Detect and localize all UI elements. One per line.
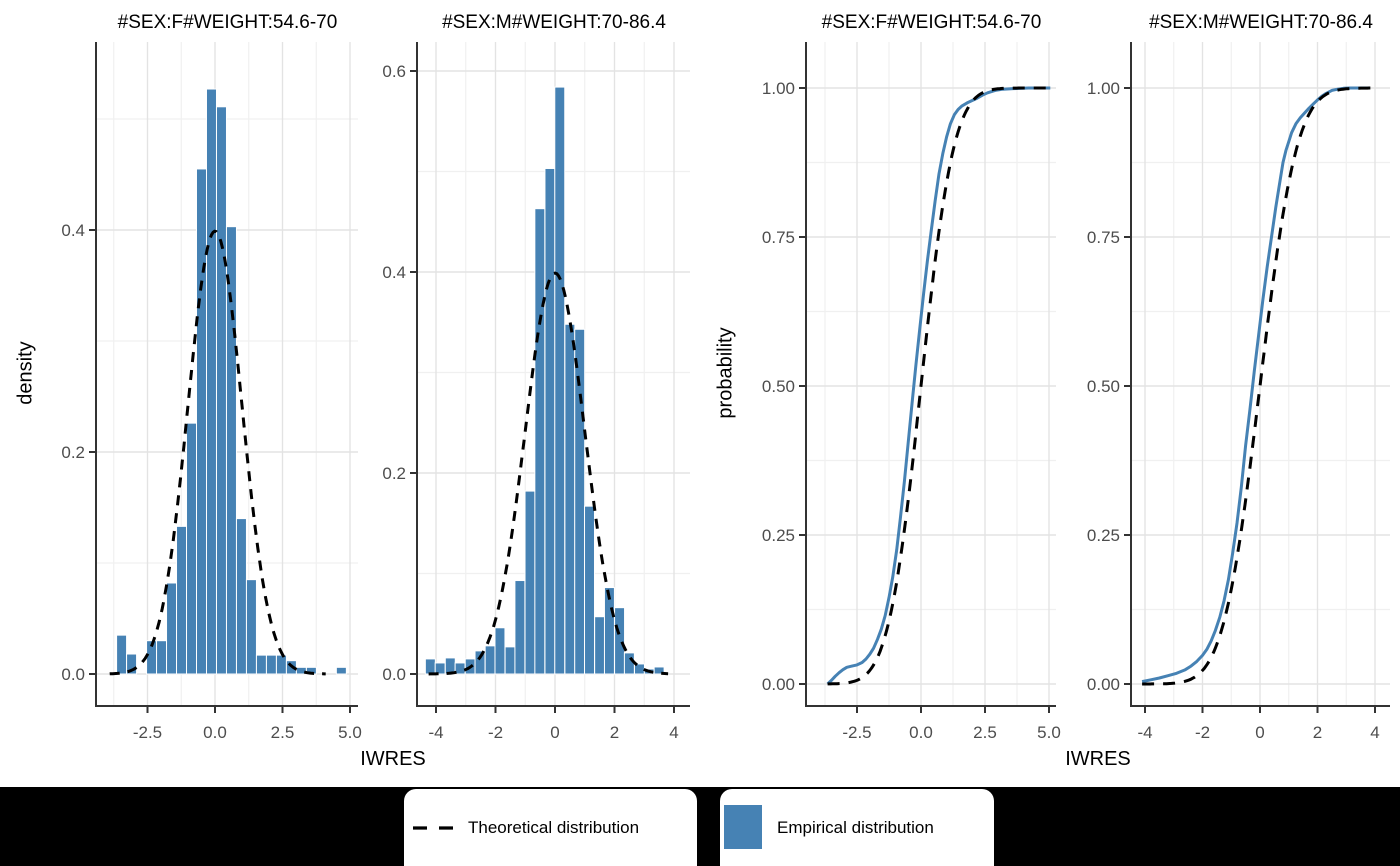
y-tick-label: 0.4 (61, 221, 85, 240)
y-tick-label: 1.00 (762, 79, 795, 98)
filled-square-key-icon (724, 805, 762, 849)
theoretical-cdf-curve (827, 86, 1051, 686)
legend: Theoretical distribution Empirical distr… (0, 787, 1400, 866)
x-tick-label: 4 (669, 723, 678, 742)
facet-title-hist-f: #SEX:F#WEIGHT:54.6-70 (117, 12, 338, 33)
y-tick-label: 1.00 (1087, 79, 1120, 98)
y-tick-label: 0.0 (382, 665, 406, 684)
x-tick-label: 0 (1255, 723, 1264, 742)
x-axis-title-hist: IWRES (360, 748, 426, 770)
y-tick-label: 0.00 (762, 675, 795, 694)
x-tick-label: 2 (610, 723, 619, 742)
panel-hist-sex-f: -2.5 0.0 2.5 5.0 0.0 0.2 0.4 (61, 42, 362, 742)
x-tick-label: 2.5 (973, 723, 997, 742)
legend-item-theoretical: Theoretical distribution (404, 789, 697, 866)
facet-title-ecdf-m: #SEX:M#WEIGHT:70-86.4 (1149, 12, 1373, 33)
empirical-ecdf-line (1141, 86, 1370, 684)
y-tick-label: 0.75 (762, 228, 795, 247)
y-tick-label: 0.6 (382, 62, 406, 81)
panel-ecdf-sex-m: -4 -2 0 2 4 0.00 0.25 0.50 0.75 1.00 (1087, 42, 1390, 742)
theoretical-density-curve (428, 271, 669, 676)
y-tick-label: 0.2 (382, 464, 406, 483)
y-tick-label: 0.75 (1087, 228, 1120, 247)
y-tick-label: 0.4 (382, 263, 406, 282)
y-tick-label: 0.00 (1087, 675, 1120, 694)
empirical-histogram-bars (424, 86, 665, 675)
x-axis-title-ecdf: IWRES (1065, 748, 1131, 770)
y-tick-label: 0.0 (61, 665, 85, 684)
legend-label-empirical: Empirical distribution (777, 817, 934, 837)
y-tick-label: 0.50 (1087, 377, 1120, 396)
x-tick-label: 0 (550, 723, 559, 742)
x-tick-label: 0.0 (203, 723, 227, 742)
x-tick-label: -2 (1195, 723, 1210, 742)
y-tick-label: 0.2 (61, 443, 85, 462)
y-tick-label: 0.25 (762, 526, 795, 545)
theoretical-cdf-curve (1142, 86, 1371, 686)
x-tick-label: -2 (488, 723, 503, 742)
theoretical-density-curve (109, 229, 326, 676)
x-tick-label: -4 (1137, 723, 1152, 742)
x-tick-label: 2 (1313, 723, 1322, 742)
y-axis-title-probability: probability (714, 327, 737, 419)
legend-label-theoretical: Theoretical distribution (468, 817, 640, 837)
legend-item-empirical: Empirical distribution (720, 789, 994, 866)
y-axis-title-density: density (14, 341, 37, 405)
x-tick-label: 4 (1370, 723, 1379, 742)
facet-title-ecdf-f: #SEX:F#WEIGHT:54.6-70 (821, 12, 1042, 33)
dashed-line-key-icon (413, 825, 457, 830)
x-tick-label: 2.5 (271, 723, 295, 742)
panel-hist-sex-m: -4 -2 0 2 4 0.0 0.2 0.4 0.6 (382, 42, 690, 742)
empirical-histogram-bars (116, 88, 347, 675)
facet-title-hist-m: #SEX:M#WEIGHT:70-86.4 (442, 12, 666, 33)
x-tick-label: -2.5 (842, 723, 871, 742)
y-tick-label: 0.50 (762, 377, 795, 396)
x-tick-label: 5.0 (1037, 723, 1061, 742)
x-tick-label: -4 (428, 723, 443, 742)
panel-ecdf-sex-f: -2.5 0.0 2.5 5.0 0.00 0.25 0.50 0.75 1.00 (762, 42, 1061, 742)
y-tick-label: 0.25 (1087, 526, 1120, 545)
x-tick-label: 0.0 (909, 723, 933, 742)
x-tick-label: 5.0 (338, 723, 362, 742)
x-tick-label: -2.5 (133, 723, 162, 742)
